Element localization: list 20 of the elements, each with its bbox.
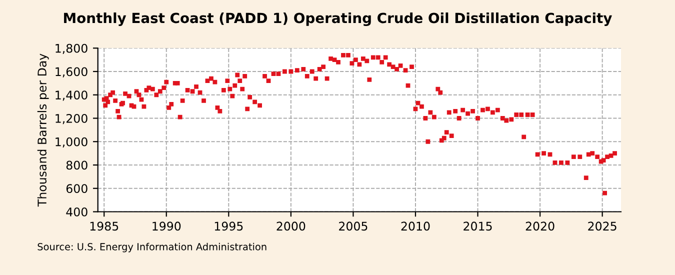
- y-tick-label: 1,600: [56, 67, 88, 78]
- x-tick-label: 1995: [214, 222, 243, 231]
- y-axis-title: Thousand Barrels per Day: [37, 54, 49, 207]
- y-tick-label: 600: [66, 184, 88, 194]
- source-note: Source: U.S. Energy Information Administration: [38, 242, 266, 252]
- y-tick-label: 400: [66, 207, 88, 216]
- x-tick-label: 2010: [401, 222, 430, 231]
- x-tick-label: 1985: [90, 222, 118, 231]
- x-tick-label: 2015: [464, 222, 492, 231]
- x-tick-label: 2025: [588, 222, 616, 231]
- y-tick-label: 800: [66, 160, 88, 170]
- chart-title: Monthly East Coast (PADD 1) Operating Crude Oil Distillation Capacity: [64, 12, 612, 26]
- y-tick-label: 1,000: [56, 137, 88, 148]
- x-tick-label: 2005: [339, 222, 368, 231]
- x-tick-label: 1990: [152, 222, 181, 231]
- y-tick-label: 1,400: [56, 90, 88, 101]
- y-tick-label: 1,800: [56, 44, 88, 54]
- x-tick-label: 2000: [276, 222, 306, 231]
- y-tick-label: 1,200: [56, 114, 88, 124]
- x-tick-label: 2020: [526, 222, 554, 231]
